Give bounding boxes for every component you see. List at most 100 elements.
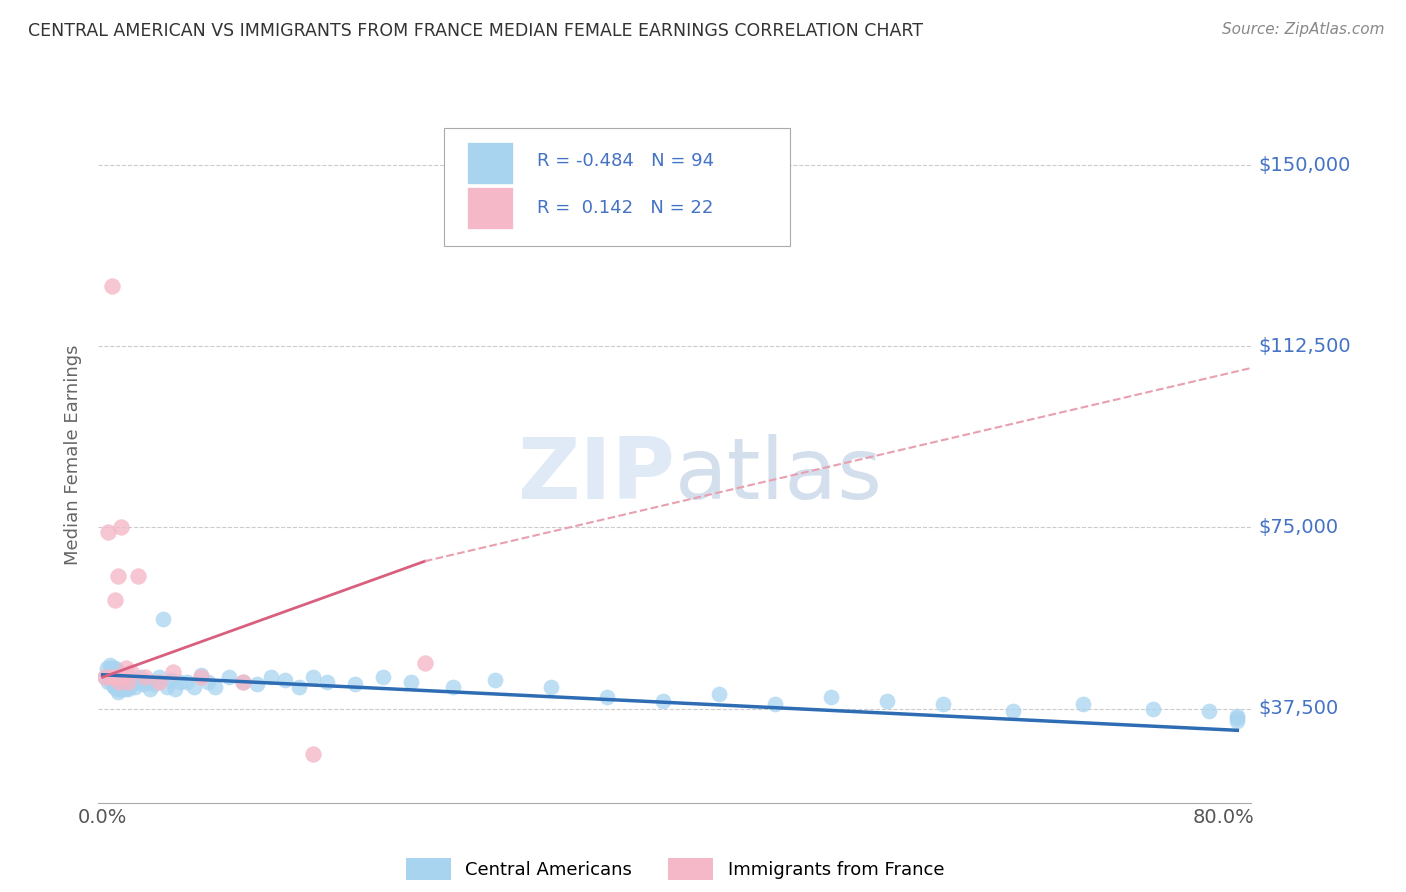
Point — [197, 675, 219, 690]
Point — [301, 670, 323, 684]
Point — [117, 675, 139, 690]
Text: atlas: atlas — [675, 434, 883, 517]
Legend: Central Americans, Immigrants from France: Central Americans, Immigrants from Franc… — [398, 851, 952, 888]
Point — [169, 675, 191, 690]
Point — [127, 675, 149, 690]
Point — [112, 677, 135, 691]
Point — [218, 670, 240, 684]
Point — [111, 675, 134, 690]
Point — [115, 660, 138, 674]
Point — [232, 675, 254, 690]
Point — [105, 670, 128, 684]
Point — [190, 670, 212, 684]
Point — [132, 677, 155, 691]
Point — [176, 675, 198, 690]
Point — [136, 675, 159, 690]
Point — [114, 667, 136, 681]
Point — [104, 660, 127, 674]
Point — [156, 680, 179, 694]
Point — [413, 656, 436, 670]
Point — [596, 690, 619, 704]
Point — [110, 682, 132, 697]
Point — [120, 675, 142, 690]
Point — [100, 670, 122, 684]
Point — [1198, 704, 1220, 718]
FancyBboxPatch shape — [467, 142, 513, 184]
Point — [1226, 711, 1249, 725]
FancyBboxPatch shape — [467, 187, 513, 228]
Point — [110, 675, 132, 690]
Point — [101, 665, 124, 680]
Point — [114, 682, 136, 697]
Point — [160, 673, 183, 687]
Text: $112,500: $112,500 — [1258, 336, 1351, 356]
Point — [98, 658, 121, 673]
Point — [103, 680, 125, 694]
Point — [114, 675, 136, 690]
Point — [148, 670, 170, 684]
Point — [707, 687, 730, 701]
Point — [204, 680, 226, 694]
Point — [129, 670, 152, 684]
Point — [98, 667, 121, 681]
Point — [103, 665, 125, 680]
Point — [108, 680, 131, 694]
Point — [148, 675, 170, 690]
Point — [104, 680, 127, 694]
Point — [107, 568, 129, 582]
Point — [876, 694, 898, 708]
Point — [1002, 704, 1025, 718]
Point — [124, 680, 146, 694]
Point — [107, 670, 129, 684]
Point — [820, 690, 842, 704]
Point — [441, 680, 464, 694]
Point — [108, 673, 131, 687]
Text: $37,500: $37,500 — [1258, 699, 1339, 718]
Point — [103, 670, 125, 684]
Point — [121, 677, 143, 691]
Point — [122, 673, 145, 687]
Point — [652, 694, 675, 708]
Point — [162, 665, 184, 680]
FancyBboxPatch shape — [444, 128, 790, 246]
Point — [104, 675, 127, 690]
Point — [152, 612, 174, 626]
Point — [94, 670, 117, 684]
Point — [246, 677, 269, 691]
Point — [105, 675, 128, 690]
Point — [139, 682, 162, 697]
Point — [118, 670, 141, 684]
Point — [117, 682, 139, 697]
Point — [260, 670, 283, 684]
Point — [1226, 708, 1249, 723]
Point — [371, 670, 394, 684]
Point — [101, 278, 124, 293]
Point — [110, 667, 132, 681]
Text: R =  0.142   N = 22: R = 0.142 N = 22 — [537, 199, 713, 217]
Point — [287, 680, 309, 694]
Point — [117, 675, 139, 690]
Point — [104, 592, 127, 607]
Point — [107, 684, 129, 698]
Point — [763, 697, 786, 711]
Point — [104, 667, 127, 681]
Point — [101, 670, 124, 684]
Point — [105, 663, 128, 677]
Point — [484, 673, 506, 687]
Point — [540, 680, 562, 694]
Point — [1142, 701, 1164, 715]
Point — [315, 675, 337, 690]
Point — [100, 660, 122, 674]
Text: R = -0.484   N = 94: R = -0.484 N = 94 — [537, 153, 714, 170]
Point — [108, 665, 131, 680]
Point — [112, 670, 135, 684]
Point — [112, 670, 135, 684]
Point — [94, 670, 117, 684]
Point — [103, 673, 125, 687]
Point — [1226, 714, 1249, 728]
Point — [183, 680, 205, 694]
Text: $150,000: $150,000 — [1258, 155, 1351, 175]
Point — [399, 675, 422, 690]
Point — [97, 525, 120, 540]
Point — [105, 682, 128, 697]
